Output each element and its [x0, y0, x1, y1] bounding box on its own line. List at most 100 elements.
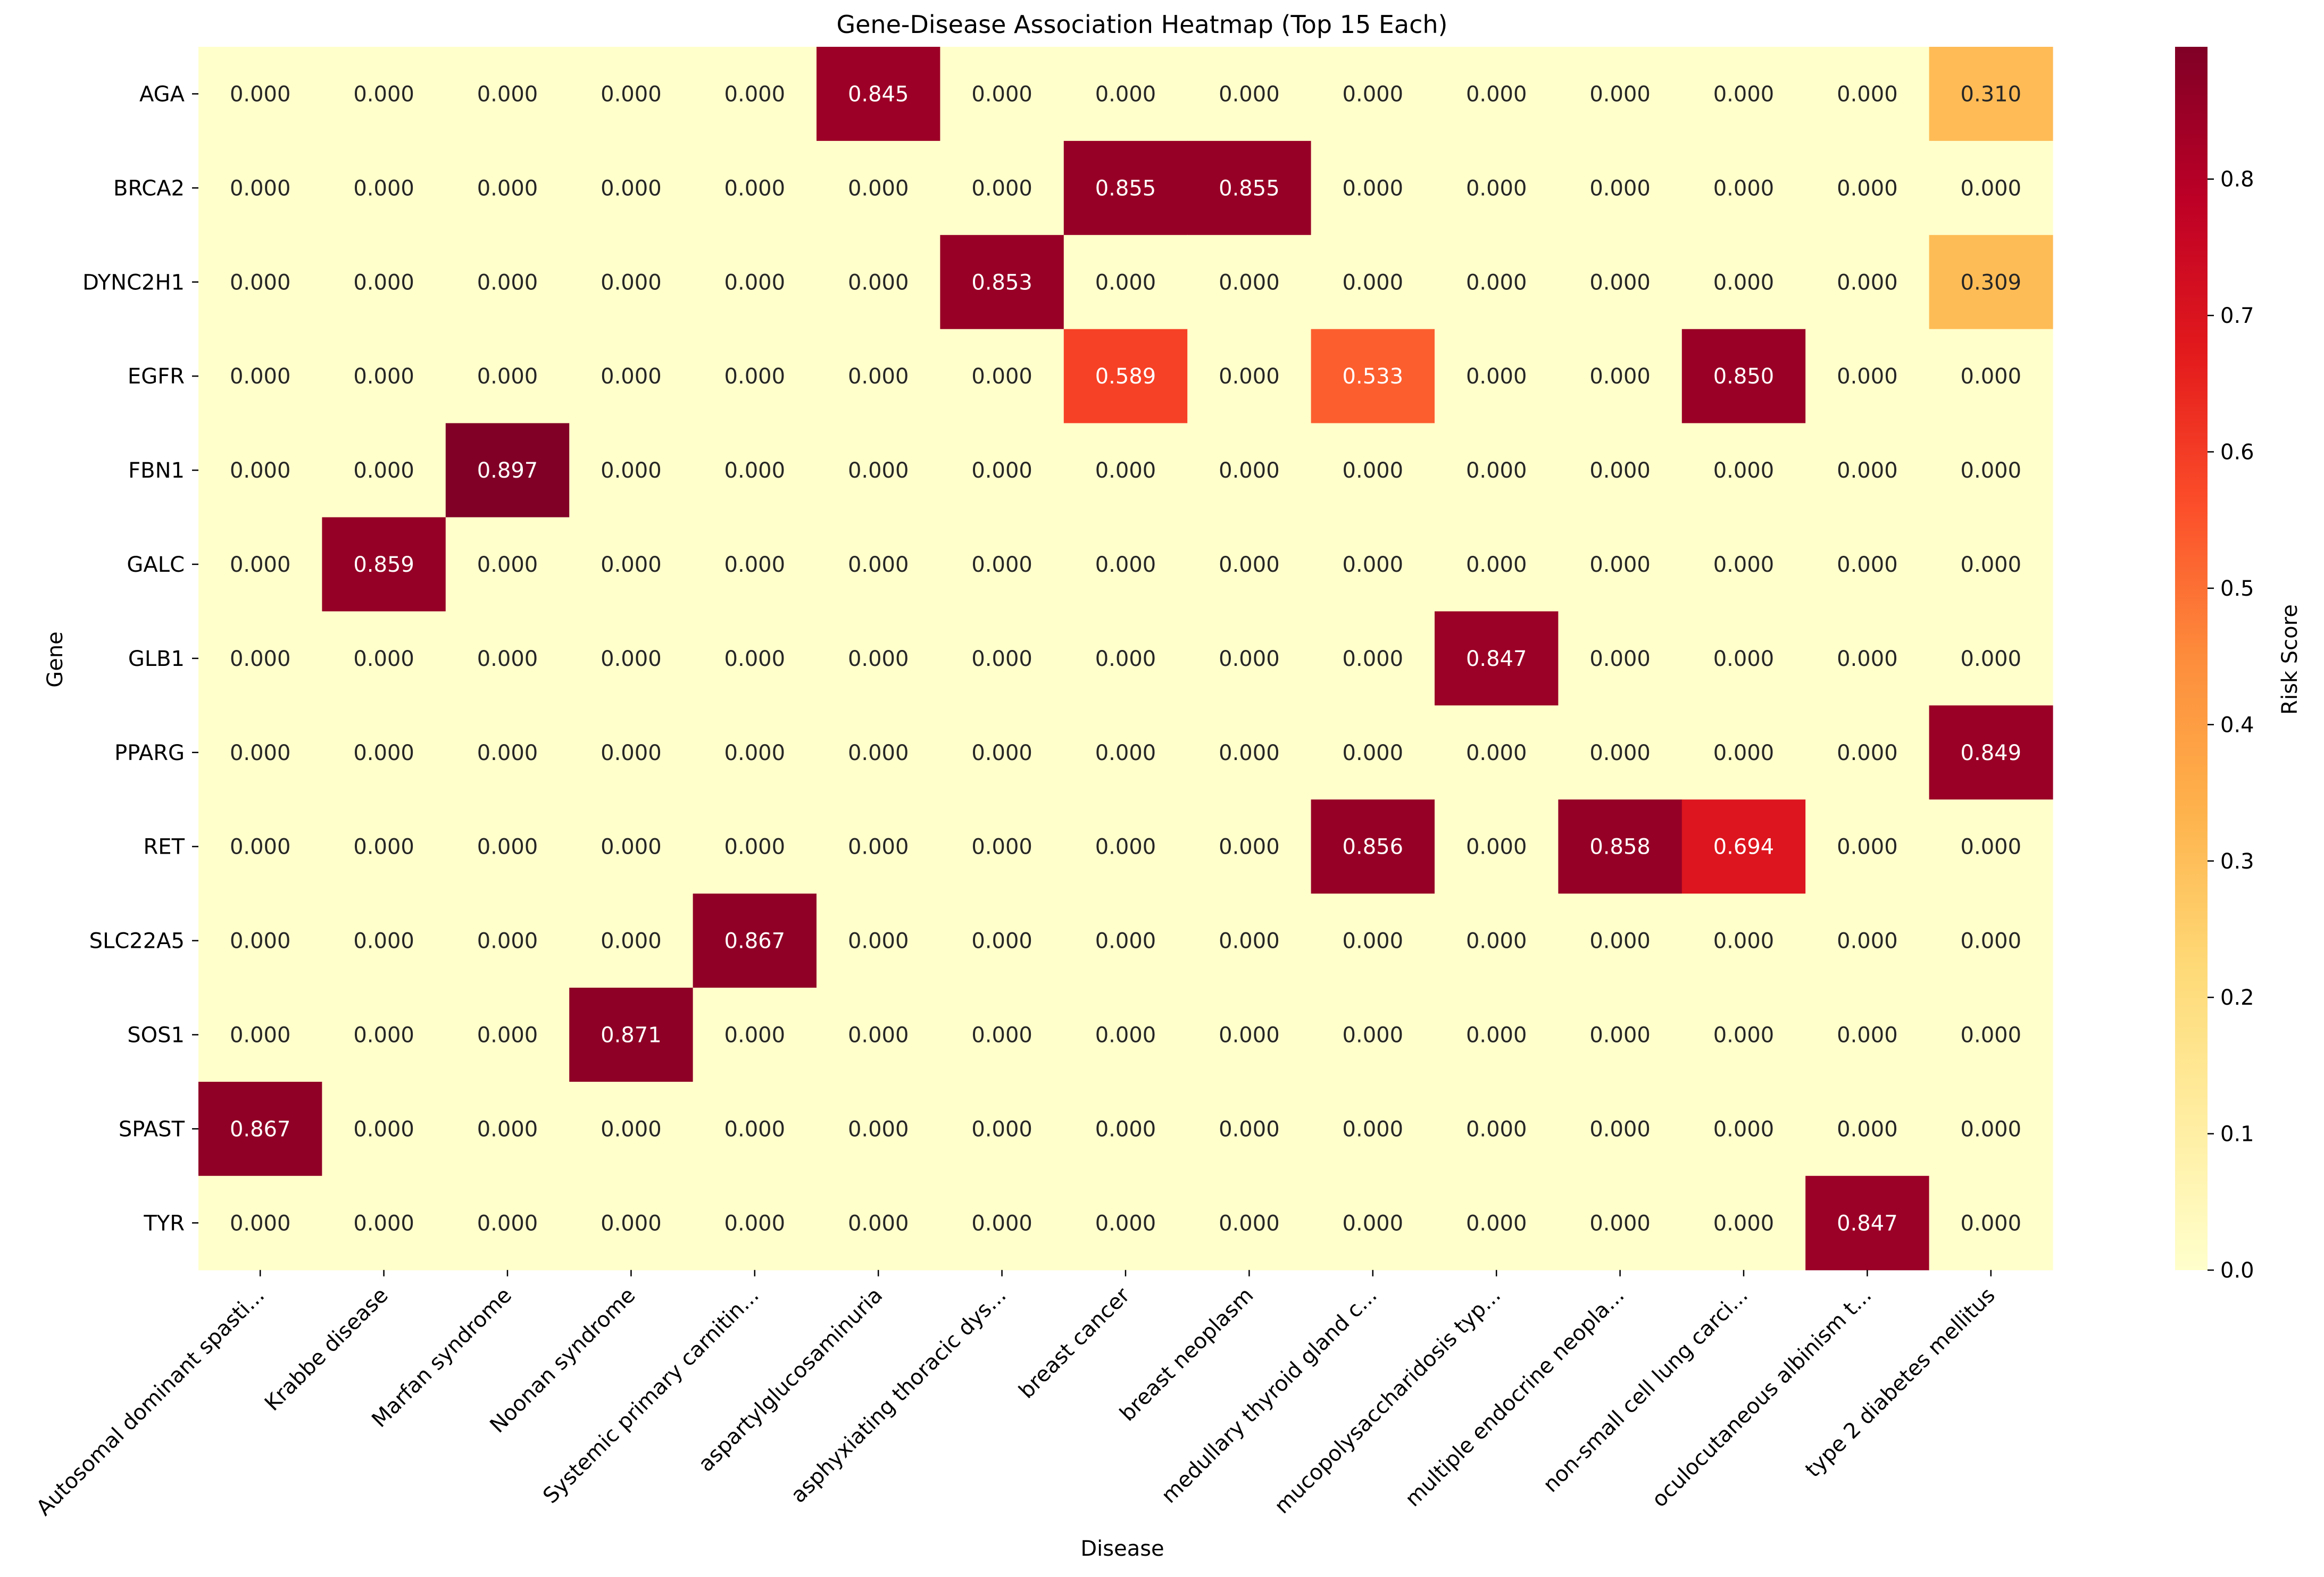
cell-value-label: 0.000	[1837, 176, 1898, 201]
heatmap-cell	[1435, 799, 1559, 894]
cell-value-label: 0.000	[1219, 929, 1280, 954]
heatmap-cell	[1311, 235, 1435, 330]
heatmap-cell	[1435, 140, 1559, 236]
heatmap-cell	[940, 894, 1064, 988]
cell-value-label: 0.000	[601, 270, 662, 295]
heatmap-cell	[817, 988, 940, 1082]
cell-value-label: 0.000	[1961, 458, 2022, 483]
cell-value-label: 0.000	[1219, 364, 1280, 389]
cell-value-label: 0.694	[1713, 835, 1775, 860]
heatmap-cells	[198, 47, 2053, 1271]
heatmap-cell	[569, 517, 694, 612]
cell-value-label: 0.000	[724, 741, 786, 765]
cell-value-label: 0.000	[601, 835, 662, 860]
cell-value-label: 0.000	[1343, 270, 1404, 295]
heatmap-cell	[1311, 517, 1435, 612]
x-tick-label: oculocutaneous albinism t...	[1647, 1283, 1877, 1512]
heatmap-cell	[1063, 611, 1188, 706]
heatmap-cell	[1063, 47, 1188, 141]
cell-value-label: 0.000	[1466, 1211, 1527, 1236]
cell-value-label: 0.000	[848, 929, 909, 954]
heatmap-cell	[940, 423, 1064, 518]
heatmap-cell	[569, 235, 694, 330]
cell-value-label: 0.000	[1466, 741, 1527, 765]
heatmap-cell	[198, 423, 322, 518]
cell-value-label: 0.000	[1095, 647, 1156, 671]
heatmap-cell	[198, 894, 322, 988]
cell-value-label: 0.000	[1837, 835, 1898, 860]
cell-value-label: 0.000	[353, 929, 414, 954]
x-tick-label: Marfan syndrome	[367, 1283, 517, 1432]
heatmap-cell	[1805, 1081, 1930, 1177]
cell-value-label: 0.847	[1466, 647, 1527, 671]
heatmap-cell	[1805, 235, 1930, 330]
cell-value-label: 0.000	[1837, 458, 1898, 483]
cell-value-label: 0.000	[971, 553, 1032, 577]
cell-value-label: 0.000	[601, 364, 662, 389]
cell-value-label: 0.000	[1219, 1117, 1280, 1141]
heatmap-cell	[1311, 47, 1435, 141]
heatmap-cell	[322, 235, 446, 330]
colorbar-gradient	[2175, 47, 2208, 1270]
cell-value-label: 0.000	[230, 1023, 291, 1047]
cell-value-label: 0.000	[724, 647, 786, 671]
cell-value-label: 0.000	[1837, 741, 1898, 765]
heatmap-cell	[693, 47, 817, 141]
cell-value-label: 0.000	[353, 1023, 414, 1047]
cell-value-label: 0.000	[601, 1117, 662, 1141]
heatmap-cell	[322, 423, 446, 518]
heatmap-cell	[445, 799, 570, 894]
heatmap-cell	[1558, 1175, 1682, 1271]
cell-value-label: 0.000	[848, 458, 909, 483]
heatmap-cell	[1187, 611, 1312, 706]
cell-value-label: 0.000	[353, 741, 414, 765]
heatmap-cell	[1063, 988, 1188, 1082]
cell-value-label: 0.867	[230, 1117, 291, 1141]
cell-value-label: 0.000	[353, 364, 414, 389]
colorbar-tick-label: 0.8	[2220, 168, 2254, 192]
cell-value-label: 0.000	[1713, 176, 1775, 201]
heatmap-cell	[1435, 47, 1559, 141]
cell-value-label: 0.000	[724, 1211, 786, 1236]
colorbar: 0.0 0.1 0.2 0.3 0.4 0.5 0.6 0.7 0.8	[2175, 47, 2254, 1283]
cell-value-label: 0.000	[1343, 741, 1404, 765]
heatmap-cell	[1681, 1081, 1806, 1177]
x-tick-label: asphyxiating thoracic dys...	[786, 1283, 1011, 1508]
heatmap-cell	[445, 611, 570, 706]
heatmap-cell	[1435, 329, 1559, 424]
cell-value-label: 0.000	[1837, 1117, 1898, 1141]
cell-value-label: 0.000	[1466, 458, 1527, 483]
cell-value-label: 0.000	[848, 1211, 909, 1236]
x-tick-label: Systemic primary carnitin...	[538, 1283, 764, 1508]
heatmap-cell	[1681, 423, 1806, 518]
cell-value-label: 0.000	[230, 458, 291, 483]
x-axis: Autosomal dominant spasti...Krabbe disea…	[32, 1270, 2000, 1521]
cell-value-label: 0.000	[1095, 553, 1156, 577]
heatmap-cell	[1558, 705, 1682, 800]
heatmap-cell	[1681, 329, 1806, 424]
cell-value-label: 0.000	[1219, 741, 1280, 765]
cell-value-label: 0.859	[353, 553, 414, 577]
x-axis-label: Disease	[1080, 1537, 1164, 1561]
colorbar-tick-label: 0.3	[2220, 849, 2254, 874]
cell-value-label: 0.000	[1589, 458, 1651, 483]
heatmap-cell	[198, 611, 322, 706]
heatmap-cell	[1929, 423, 2053, 518]
heatmap-cell	[569, 799, 694, 894]
x-tick-label: breast neoplasm	[1115, 1283, 1258, 1426]
cell-value-label: 0.000	[1713, 647, 1775, 671]
heatmap-cell	[1435, 517, 1559, 612]
cell-value-label: 0.000	[1219, 835, 1280, 860]
heatmap-cell	[445, 1081, 570, 1177]
heatmap-cell	[817, 1081, 940, 1177]
cell-value-label: 0.867	[724, 929, 786, 954]
heatmap-cell	[1681, 1175, 1806, 1271]
cell-value-label: 0.000	[1466, 835, 1527, 860]
cell-value-label: 0.000	[601, 553, 662, 577]
x-tick-label: Autosomal dominant spasti...	[32, 1283, 270, 1521]
heatmap-cell	[1063, 894, 1188, 988]
heatmap-cell	[569, 705, 694, 800]
heatmap-cell	[1187, 705, 1312, 800]
cell-value-label: 0.000	[1343, 458, 1404, 483]
cell-value-label: 0.858	[1589, 835, 1651, 860]
